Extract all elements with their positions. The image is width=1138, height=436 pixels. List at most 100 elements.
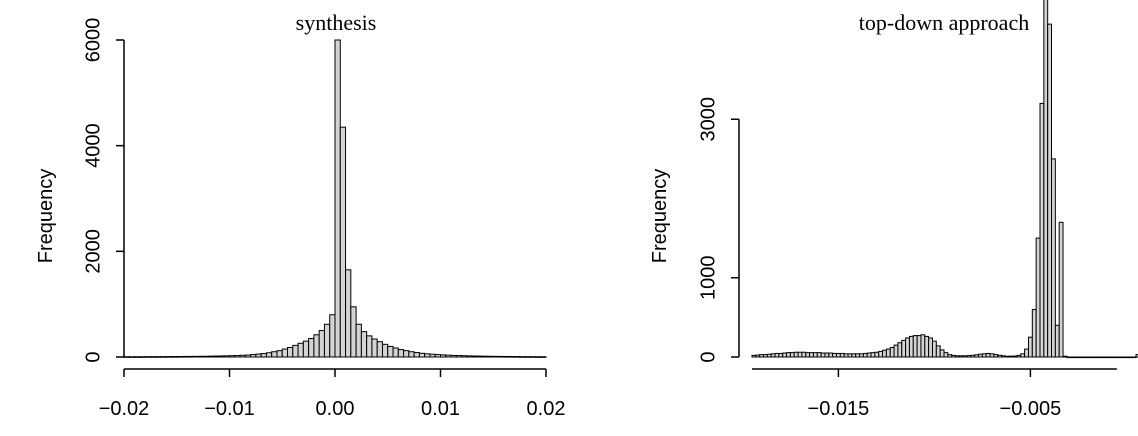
histogram-bar <box>966 355 972 358</box>
histogram-bar <box>192 355 199 358</box>
x-tick-label: −0.005 <box>1000 398 1062 420</box>
histogram-bar <box>413 352 420 358</box>
histogram-bar <box>134 356 141 358</box>
histogram-bar <box>534 356 542 358</box>
histogram-bar <box>839 352 845 358</box>
histogram-bar <box>440 354 447 358</box>
x-tick-label: −0.01 <box>204 398 255 420</box>
histogram-bar <box>793 351 799 358</box>
histogram-bar <box>763 354 768 358</box>
histogram-bar <box>445 354 452 358</box>
histogram-bar <box>1047 23 1053 358</box>
histogram-panel-top-down-approach: top-down approach Frequency −0.015 −0.005… <box>649 0 1138 420</box>
histogram-bar <box>1012 355 1018 358</box>
histogram-bar <box>1120 356 1125 359</box>
chart-title: synthesis <box>296 10 377 35</box>
histogram-bar <box>755 354 761 358</box>
histogram-bar <box>498 355 505 358</box>
histogram-bar <box>874 351 880 358</box>
histogram-bar <box>302 340 310 358</box>
histogram-bar <box>1004 355 1010 358</box>
histogram-bar <box>1123 356 1129 359</box>
histogram-bar <box>828 352 834 358</box>
histogram-bar <box>809 352 814 358</box>
histogram-bar <box>978 353 983 358</box>
histogram-bar <box>418 352 426 358</box>
histogram-bar <box>958 355 964 358</box>
histogram-bar <box>202 355 209 358</box>
histogram-bar <box>801 351 807 358</box>
histogram-bar <box>1097 356 1102 359</box>
histogram-bar <box>816 352 822 358</box>
histogram-bar <box>1020 353 1026 358</box>
histogram-bar <box>766 353 772 358</box>
histogram-bar <box>297 342 304 358</box>
x-tick-label: 0.01 <box>421 398 460 420</box>
y-tick-label: 1000 <box>697 256 719 301</box>
histogram-bar <box>1074 356 1079 359</box>
y-axis-label: Frequency <box>649 169 671 264</box>
y-tick-label: 3000 <box>697 97 719 142</box>
histogram-bar <box>334 39 341 358</box>
histogram-bar <box>392 347 399 358</box>
histogram-bar <box>160 356 167 358</box>
histogram-bar <box>820 352 826 358</box>
histogram-bar <box>1016 354 1022 358</box>
histogram-bars <box>751 0 1138 359</box>
histogram-bar <box>981 353 987 358</box>
histogram-bar <box>207 355 215 358</box>
histogram-bar <box>770 353 776 358</box>
histogram-bar <box>1070 356 1076 359</box>
histogram-bar <box>255 353 262 358</box>
histogram-bar <box>339 126 347 358</box>
histogram-bar <box>824 352 830 358</box>
histogram-bar <box>951 354 957 358</box>
histogram-bar <box>149 356 157 358</box>
histogram-bar <box>1085 356 1091 359</box>
histogram-bar <box>329 314 336 358</box>
histogram-bar <box>213 355 220 358</box>
histogram-bar <box>271 351 278 358</box>
histogram-bar <box>1001 355 1006 358</box>
histogram-bar <box>408 351 415 358</box>
histogram-bar <box>928 337 933 358</box>
histogram-bar <box>529 356 536 358</box>
histogram-bar <box>916 335 922 358</box>
histogram-bar <box>1035 237 1041 358</box>
histogram-bar <box>912 335 918 358</box>
histogram-bar <box>897 342 903 358</box>
histogram-bar <box>1131 356 1137 359</box>
histogram-bar <box>1062 355 1068 358</box>
histogram-bar <box>1104 356 1110 359</box>
histogram-bar <box>308 338 315 358</box>
histogram-bar <box>855 353 861 358</box>
histogram-bar <box>139 356 146 358</box>
histogram-bar <box>455 355 463 358</box>
histogram-bar <box>908 335 914 358</box>
histogram-bar <box>350 306 357 358</box>
x-tick-label: 0.02 <box>527 398 566 420</box>
histogram-bar <box>789 352 795 358</box>
histogram-bar <box>476 355 484 358</box>
histogram-bar <box>893 344 899 358</box>
histogram-bar <box>492 355 500 358</box>
histogram-bar <box>1100 356 1106 359</box>
histogram-bar <box>292 344 299 358</box>
histogram-bar <box>519 356 526 358</box>
histogram-bar <box>1081 356 1087 359</box>
histogram-bar <box>885 348 891 358</box>
histogram-bar <box>774 352 780 358</box>
histogram-bars <box>123 39 547 358</box>
histogram-bar <box>851 353 857 358</box>
histogram-bar <box>943 352 949 358</box>
histogram-bar <box>244 354 252 358</box>
histogram-bar <box>905 337 910 358</box>
histogram-bar <box>935 345 941 358</box>
histogram-bar <box>870 352 876 358</box>
histogram-bar <box>997 354 1003 358</box>
histogram-bar <box>1112 356 1118 359</box>
axes: −0.015 −0.005 0 1000 3000 <box>697 97 1117 420</box>
histogram-bar <box>847 353 853 358</box>
